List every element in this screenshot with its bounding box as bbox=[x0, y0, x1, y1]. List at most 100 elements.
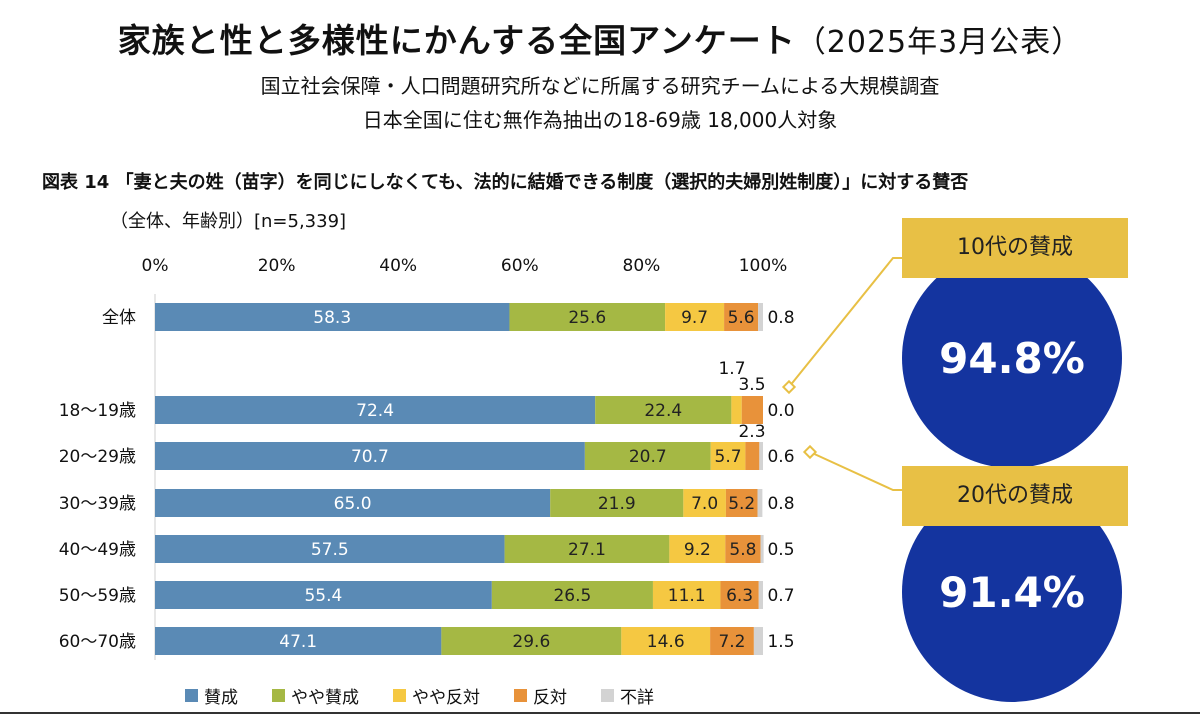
callout-twenties-marker bbox=[802, 444, 818, 460]
bar-3-1 bbox=[550, 489, 684, 517]
value-label-2-3: 2.3 bbox=[738, 422, 765, 442]
bar-0-1 bbox=[509, 303, 666, 331]
subtitle-sample: 日本全国に住む無作為抽出の18-69歳 18,000人対象 bbox=[362, 108, 838, 132]
legend-label-0: 賛成 bbox=[204, 688, 238, 708]
title-main: 家族と性と多様性にかんする全国アンケート bbox=[117, 21, 796, 60]
legend-item-1: やや賛成 bbox=[272, 683, 359, 708]
legend-swatch-1 bbox=[272, 689, 285, 702]
value-label-0-3: 5.6 bbox=[728, 308, 755, 328]
callout-teens-connector bbox=[788, 257, 902, 388]
legend-item-2: やや反対 bbox=[393, 683, 480, 708]
callout-twenties-label: 20代の賛成 bbox=[902, 466, 1128, 526]
category-label-6: 60〜70歳 bbox=[59, 632, 136, 652]
bar-6-2 bbox=[621, 627, 711, 655]
bar-1-2 bbox=[731, 396, 742, 424]
x-tick-label-0: 0% bbox=[142, 256, 169, 276]
value-label-2-1: 20.7 bbox=[629, 447, 667, 467]
value-label-3-4: 0.8 bbox=[767, 494, 794, 514]
x-tick-label-4: 80% bbox=[623, 256, 661, 276]
x-tick-label-1: 20% bbox=[258, 256, 296, 276]
value-label-4-3: 5.8 bbox=[729, 540, 756, 560]
value-label-0-4: 0.8 bbox=[767, 308, 794, 328]
bar-6-0 bbox=[155, 627, 442, 655]
callout-teens-value: 94.8% bbox=[939, 333, 1085, 383]
title-paren: （2025年3月公表） bbox=[795, 25, 1083, 60]
bar-4-1 bbox=[504, 535, 670, 563]
legend-swatch-0 bbox=[185, 689, 198, 702]
legend-label-1: やや賛成 bbox=[291, 688, 359, 708]
value-label-6-1: 29.6 bbox=[512, 632, 550, 652]
callout-twenties-connector bbox=[809, 451, 902, 491]
callout-teens-label: 10代の賛成 bbox=[902, 218, 1128, 278]
bar-5-1 bbox=[491, 581, 653, 609]
value-label-3-0: 65.0 bbox=[334, 494, 372, 514]
legend-swatch-4 bbox=[601, 689, 614, 702]
value-label-0-1: 25.6 bbox=[568, 308, 606, 328]
bar-4-2 bbox=[669, 535, 726, 563]
bar-6-1 bbox=[441, 627, 622, 655]
bar-5-3 bbox=[720, 581, 759, 609]
value-label-2-0: 70.7 bbox=[351, 447, 389, 467]
category-label-5: 50〜59歳 bbox=[59, 586, 136, 606]
value-label-6-3: 7.2 bbox=[718, 632, 745, 652]
chart-legend: 賛成 やや賛成 やや反対 反対 不詳 bbox=[185, 683, 654, 708]
category-label-1: 18〜19歳 bbox=[59, 401, 136, 421]
x-tick-label-2: 40% bbox=[379, 256, 417, 276]
value-label-2-4: 0.6 bbox=[767, 447, 794, 467]
page-title: 家族と性と多様性にかんする全国アンケート（2025年3月公表） bbox=[0, 14, 1200, 62]
legend-label-4: 不詳 bbox=[620, 688, 654, 708]
bar-2-4 bbox=[759, 442, 763, 470]
bar-0-3 bbox=[724, 303, 759, 331]
value-label-0-2: 9.7 bbox=[681, 308, 708, 328]
bar-6-4 bbox=[753, 627, 763, 655]
x-tick-label-3: 60% bbox=[501, 256, 539, 276]
value-label-3-2: 7.0 bbox=[691, 494, 718, 514]
figure-subtitle: （全体、年齢別）[n=5,339] bbox=[110, 211, 347, 232]
value-label-3-3: 5.2 bbox=[728, 494, 755, 514]
bar-3-4 bbox=[757, 489, 763, 517]
bar-0-4 bbox=[758, 303, 763, 331]
value-label-5-0: 55.4 bbox=[304, 586, 342, 606]
bar-1-1 bbox=[595, 396, 732, 424]
legend-item-4: 不詳 bbox=[601, 683, 654, 708]
value-label-1-1: 22.4 bbox=[644, 401, 682, 421]
bar-3-3 bbox=[725, 489, 758, 517]
value-label-1-3: 3.5 bbox=[738, 375, 765, 395]
legend-label-2: やや反対 bbox=[412, 688, 480, 708]
value-label-5-4: 0.7 bbox=[767, 586, 794, 606]
value-label-4-4: 0.5 bbox=[767, 540, 794, 560]
bar-4-3 bbox=[725, 535, 761, 563]
value-label-4-2: 9.2 bbox=[684, 540, 711, 560]
bar-0-0 bbox=[155, 303, 510, 331]
value-label-4-1: 27.1 bbox=[568, 540, 606, 560]
legend-item-0: 賛成 bbox=[185, 683, 238, 708]
value-label-3-1: 21.9 bbox=[598, 494, 636, 514]
bar-5-2 bbox=[652, 581, 721, 609]
bar-4-0 bbox=[155, 535, 505, 563]
bar-5-0 bbox=[155, 581, 492, 609]
callout-twenties-value: 91.4% bbox=[939, 567, 1085, 617]
callout-teens-circle: 94.8% bbox=[902, 248, 1122, 468]
x-tick-label-5: 100% bbox=[739, 256, 788, 276]
category-label-0: 全体 bbox=[102, 308, 136, 328]
subtitle-research-team: 国立社会保障・人口問題研究所などに所属する研究チームによる大規模調査 bbox=[260, 74, 940, 98]
bar-4-4 bbox=[760, 535, 764, 563]
bar-5-4 bbox=[758, 581, 763, 609]
bar-1-3 bbox=[741, 396, 763, 424]
value-label-2-2: 5.7 bbox=[715, 447, 742, 467]
figure-title: 図表 14 「妻と夫の姓（苗字）を同じにしなくても、法的に結婚できる制度（選択的… bbox=[42, 172, 969, 193]
value-label-1-2: 1.7 bbox=[718, 359, 745, 379]
bar-3-2 bbox=[683, 489, 726, 517]
bar-3-0 bbox=[155, 489, 551, 517]
value-label-6-4: 1.5 bbox=[767, 632, 794, 652]
bar-2-0 bbox=[155, 442, 585, 470]
bar-6-3 bbox=[710, 627, 754, 655]
value-label-5-3: 6.3 bbox=[726, 586, 753, 606]
value-label-5-1: 26.5 bbox=[553, 586, 591, 606]
bar-2-2 bbox=[710, 442, 746, 470]
legend-label-3: 反対 bbox=[533, 688, 567, 708]
category-label-3: 30〜39歳 bbox=[59, 494, 136, 514]
bar-0-2 bbox=[665, 303, 725, 331]
category-label-2: 20〜29歳 bbox=[59, 447, 136, 467]
